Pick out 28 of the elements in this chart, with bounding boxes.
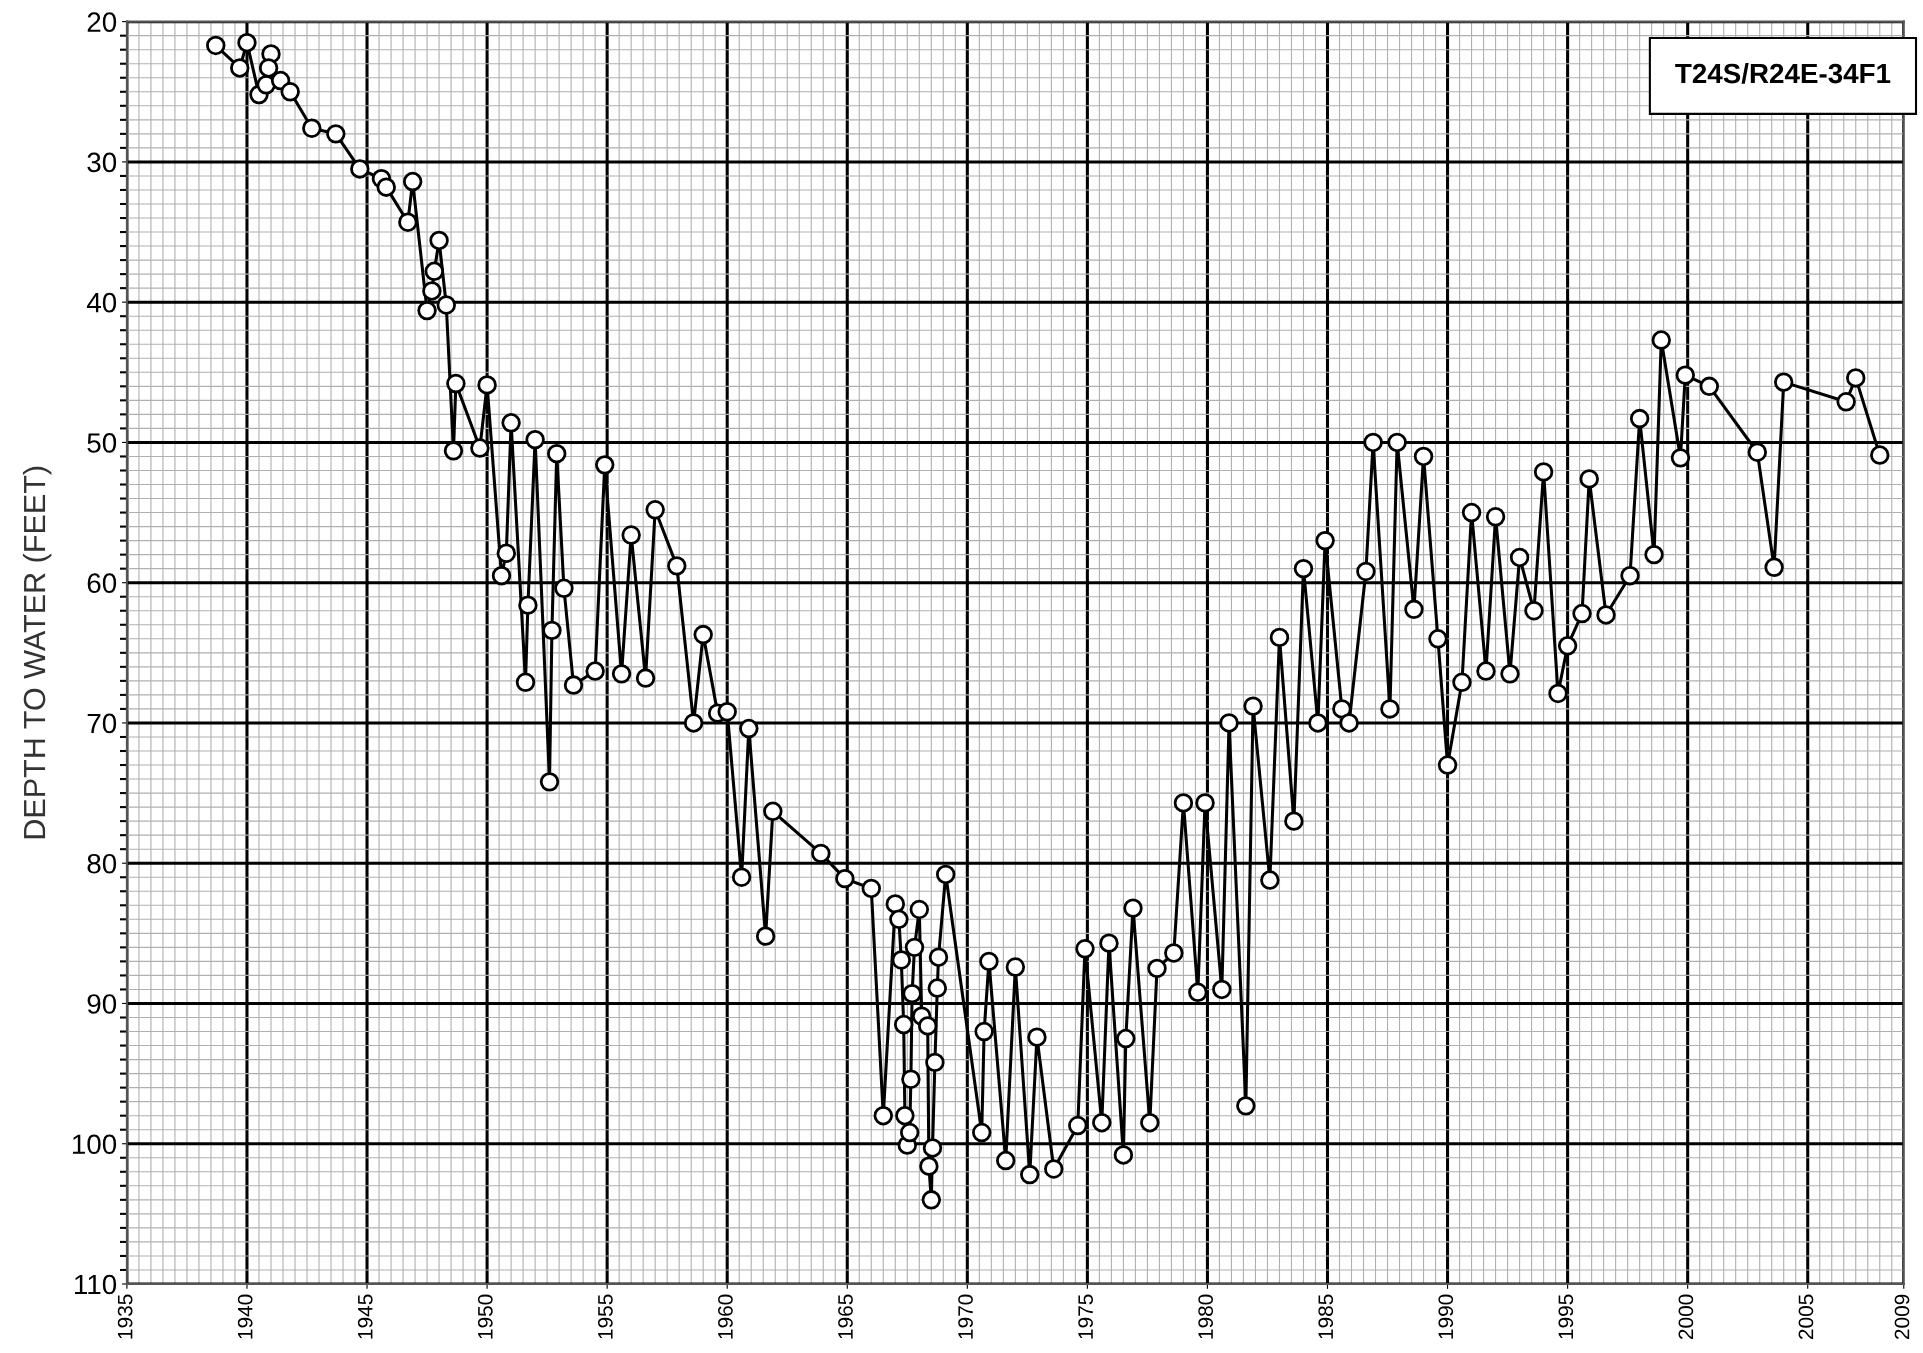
x-tick-label: 1975 (1078, 1294, 1093, 1339)
x-tick-label: 1995 (1558, 1294, 1574, 1339)
y-tick-label: 100 (72, 1134, 117, 1155)
x-tick-label: 1950 (477, 1294, 493, 1339)
y-tick-label: 80 (87, 853, 117, 874)
y-axis-title: DEPTH TO WATER (FEET) (22, 466, 52, 839)
x-tick-label: 1980 (1198, 1294, 1214, 1339)
y-tick-label: 50 (87, 433, 117, 453)
y-tick-label: 60 (87, 573, 117, 594)
x-tick-label: 1960 (718, 1294, 733, 1339)
x-tick-label: 1940 (237, 1294, 253, 1339)
x-tick-label: 1970 (958, 1294, 973, 1339)
x-tick-label: 1985 (1318, 1294, 1334, 1339)
x-tick-label: 1965 (838, 1294, 853, 1339)
y-tick-label: 110 (75, 1274, 117, 1295)
y-tick-label: 90 (87, 994, 117, 1014)
y-tick-label: 70 (87, 713, 117, 734)
y-tick-label: 20 (87, 12, 117, 32)
x-tick-label: 2005 (1798, 1294, 1814, 1340)
y-tick-label: 40 (86, 292, 117, 313)
y-tick-label: 30 (87, 152, 117, 173)
x-tick-label: 2009 (1894, 1294, 1910, 1340)
annotation: T24S/R24E-34F1 (1675, 62, 1891, 84)
x-tick-label: 1945 (357, 1294, 373, 1339)
x-tick-label: 1935 (117, 1294, 133, 1339)
x-tick-label: 2000 (1678, 1294, 1694, 1340)
x-tick-label: 1955 (597, 1294, 613, 1339)
x-tick-label: 1990 (1438, 1294, 1454, 1339)
